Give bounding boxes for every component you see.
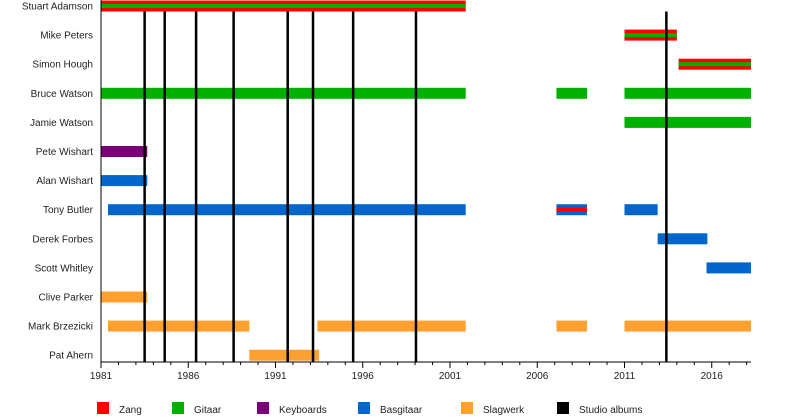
bar-slagwerk xyxy=(624,320,751,332)
x-tick-label: 1986 xyxy=(177,371,200,382)
legend-label-basgitaar: Basgitaar xyxy=(380,405,423,416)
member-label: Simon Hough xyxy=(32,60,93,71)
bar-basgitaar xyxy=(657,233,708,245)
legend-label-keyboards: Keyboards xyxy=(279,405,327,416)
bar-gitaar xyxy=(101,4,466,8)
legend-swatch-zang xyxy=(97,402,109,414)
x-tick-label: 1991 xyxy=(264,371,287,382)
legend-swatch-keyboards xyxy=(257,402,269,414)
legend-label-slagwerk: Slagwerk xyxy=(483,405,525,416)
bar-slagwerk xyxy=(556,320,587,332)
x-tick-label: 1981 xyxy=(90,371,113,382)
bar-keyboards xyxy=(101,146,148,157)
bar-basgitaar xyxy=(101,175,148,187)
legend-swatch-gitaar xyxy=(172,402,184,414)
bar-gitaar xyxy=(556,87,587,99)
bar-gitaar xyxy=(624,87,751,99)
bar-zang xyxy=(556,207,587,212)
member-label: Jamie Watson xyxy=(30,118,93,129)
legend-swatch-slagwerk xyxy=(461,402,473,414)
member-label: Mike Peters xyxy=(40,31,93,42)
member-label: Mark Brzezicki xyxy=(28,322,93,333)
member-label: Pat Ahern xyxy=(49,351,93,362)
bar-gitaar xyxy=(624,116,751,128)
bar-slagwerk xyxy=(317,320,466,332)
legend-label-zang: Zang xyxy=(119,405,142,416)
member-label: Scott Whitley xyxy=(35,263,93,274)
legend-label-gitaar: Gitaar xyxy=(194,405,222,416)
bar-gitaar xyxy=(678,62,751,67)
x-tick-label: 2001 xyxy=(439,371,462,382)
legend-swatch-albums xyxy=(557,402,569,414)
x-tick-label: 2011 xyxy=(614,371,636,382)
bar-slagwerk xyxy=(101,291,148,303)
member-label: Tony Butler xyxy=(43,205,94,216)
bar-slagwerk xyxy=(107,320,250,332)
bar-gitaar xyxy=(624,33,677,38)
x-tick-label: 2006 xyxy=(526,371,549,382)
bar-basgitaar xyxy=(624,204,658,216)
member-label: Derek Forbes xyxy=(32,234,93,245)
bar-slagwerk xyxy=(249,349,320,361)
legend-swatch-basgitaar xyxy=(358,402,370,414)
bar-gitaar xyxy=(101,87,466,99)
x-tick-label: 1996 xyxy=(352,371,375,382)
member-label: Alan Wishart xyxy=(36,176,93,187)
bar-basgitaar xyxy=(706,262,751,274)
member-label: Pete Wishart xyxy=(36,147,93,158)
member-label: Stuart Adamson xyxy=(22,2,93,13)
x-tick-label: 2016 xyxy=(701,371,724,382)
member-label: Clive Parker xyxy=(39,293,94,304)
member-label: Bruce Watson xyxy=(31,89,93,100)
legend-label-albums: Studio albums xyxy=(579,405,642,416)
